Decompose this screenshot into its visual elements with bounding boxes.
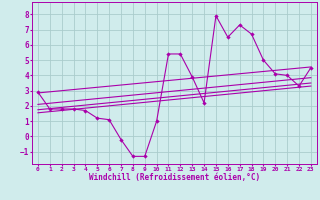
X-axis label: Windchill (Refroidissement éolien,°C): Windchill (Refroidissement éolien,°C) xyxy=(89,173,260,182)
